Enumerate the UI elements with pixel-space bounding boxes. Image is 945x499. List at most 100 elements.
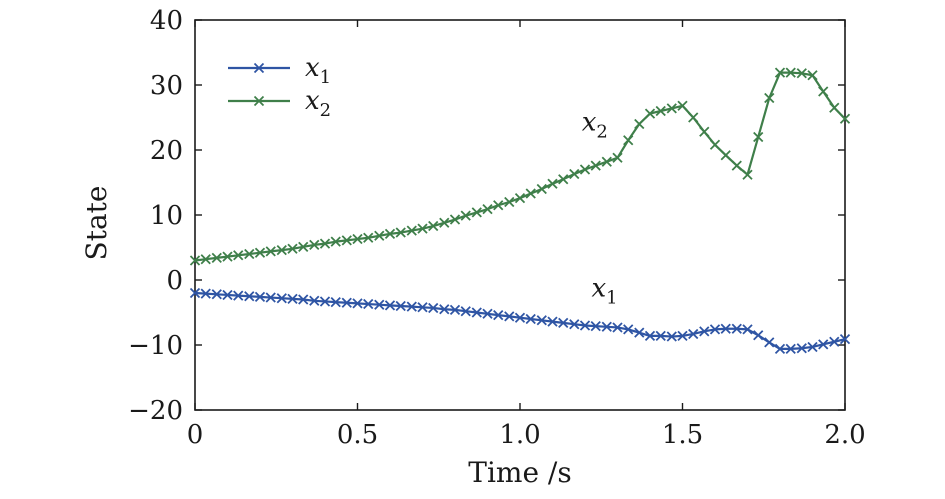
- data-point-x1: [471, 307, 482, 318]
- data-point-x1: [406, 301, 417, 312]
- data-point-x2: [764, 92, 775, 104]
- data-point-x1: [655, 330, 666, 342]
- data-point-x2: [796, 68, 807, 79]
- series-line-x1: [194, 291, 846, 350]
- data-point-x2: [482, 204, 493, 215]
- data-point-x1: [449, 304, 461, 316]
- data-point-x1: [189, 287, 201, 299]
- data-point-x2: [579, 164, 591, 175]
- data-point-x2: [417, 223, 428, 234]
- data-point-x2: [699, 126, 710, 137]
- data-point-x1: [785, 343, 796, 355]
- plot-frame: [194, 19, 846, 411]
- data-point-x1: [839, 334, 851, 345]
- data-point-x2: [504, 196, 515, 208]
- data-point-x1: [417, 302, 428, 313]
- data-point-x2: [839, 113, 851, 124]
- data-point-x1: [829, 336, 840, 347]
- data-point-x1: [341, 297, 352, 308]
- data-point-x2: [666, 103, 677, 114]
- data-point-x1: [731, 323, 742, 334]
- legend-label: x2: [305, 86, 331, 121]
- data-point-x1: [200, 288, 211, 299]
- data-point-x2: [493, 200, 504, 211]
- data-point-x2: [644, 108, 656, 119]
- data-point-x2: [222, 251, 233, 262]
- x-tick-label: 0.5: [337, 420, 378, 450]
- data-point-x2: [514, 192, 526, 204]
- data-point-x1: [569, 319, 580, 330]
- data-point-x2: [233, 250, 244, 261]
- x-tick-label: 2.0: [824, 420, 865, 450]
- data-point-x2: [720, 150, 731, 161]
- y-tick-label: −20: [128, 396, 183, 426]
- data-point-x2: [254, 247, 266, 258]
- series-annotation: x1: [592, 273, 618, 308]
- data-point-x1: [612, 322, 623, 333]
- data-point-x1: [807, 341, 818, 353]
- data-point-x2: [298, 241, 309, 252]
- data-point-x2: [829, 102, 840, 113]
- data-point-x1: [677, 330, 688, 342]
- data-point-x2: [439, 217, 450, 228]
- series-annotation: x2: [582, 108, 608, 143]
- data-point-x2: [612, 152, 623, 163]
- data-point-x2: [525, 188, 536, 199]
- data-point-x1: [211, 289, 222, 300]
- data-point-x2: [309, 239, 320, 251]
- data-point-x1: [818, 339, 829, 350]
- data-point-x2: [677, 100, 688, 111]
- data-point-x1: [254, 291, 266, 303]
- y-tick-label: 0: [166, 266, 183, 296]
- data-point-x1: [244, 291, 255, 302]
- data-point-x1: [374, 299, 385, 310]
- data-point-x1: [699, 326, 710, 337]
- x-tick-label: 0: [187, 420, 204, 450]
- data-point-x1: [796, 343, 807, 354]
- data-point-x2: [363, 232, 374, 243]
- data-point-x2: [384, 228, 396, 239]
- y-tick-label: 40: [150, 6, 183, 36]
- data-point-x2: [731, 160, 742, 171]
- legend-marker: [253, 95, 265, 107]
- data-point-x2: [200, 254, 211, 265]
- data-point-x1: [536, 315, 547, 326]
- data-point-x2: [341, 235, 352, 246]
- data-point-x1: [720, 323, 731, 334]
- data-point-x1: [547, 316, 558, 327]
- data-point-x2: [265, 246, 276, 257]
- y-tick-label: 30: [150, 71, 183, 101]
- data-point-x1: [482, 308, 493, 319]
- data-point-x1: [514, 312, 526, 323]
- data-point-x1: [601, 321, 612, 332]
- legend-label: x1: [305, 53, 331, 88]
- data-point-x1: [298, 294, 309, 305]
- data-point-x2: [449, 214, 461, 225]
- data-point-x2: [352, 233, 363, 245]
- data-point-x2: [471, 207, 482, 218]
- data-point-x2: [742, 169, 753, 180]
- data-point-x2: [807, 70, 818, 81]
- data-point-x2: [189, 255, 201, 266]
- data-point-x1: [504, 311, 515, 322]
- data-point-x1: [428, 302, 439, 314]
- data-point-x1: [309, 295, 320, 306]
- data-point-x2: [569, 168, 580, 180]
- y-tick-label: 10: [150, 201, 183, 231]
- data-point-x1: [666, 331, 677, 342]
- data-point-x1: [764, 337, 775, 348]
- data-point-x2: [374, 230, 385, 241]
- x-axis-label: Time /s: [468, 456, 571, 489]
- data-point-x1: [634, 327, 645, 338]
- data-point-x1: [265, 292, 276, 303]
- data-point-x2: [634, 118, 645, 130]
- data-point-x1: [753, 330, 764, 341]
- data-point-x2: [547, 178, 558, 189]
- data-point-x1: [233, 290, 244, 301]
- data-point-x1: [363, 298, 374, 310]
- data-point-x2: [590, 160, 601, 171]
- data-point-x2: [244, 248, 255, 260]
- data-point-x1: [558, 317, 569, 329]
- data-point-x2: [319, 238, 331, 249]
